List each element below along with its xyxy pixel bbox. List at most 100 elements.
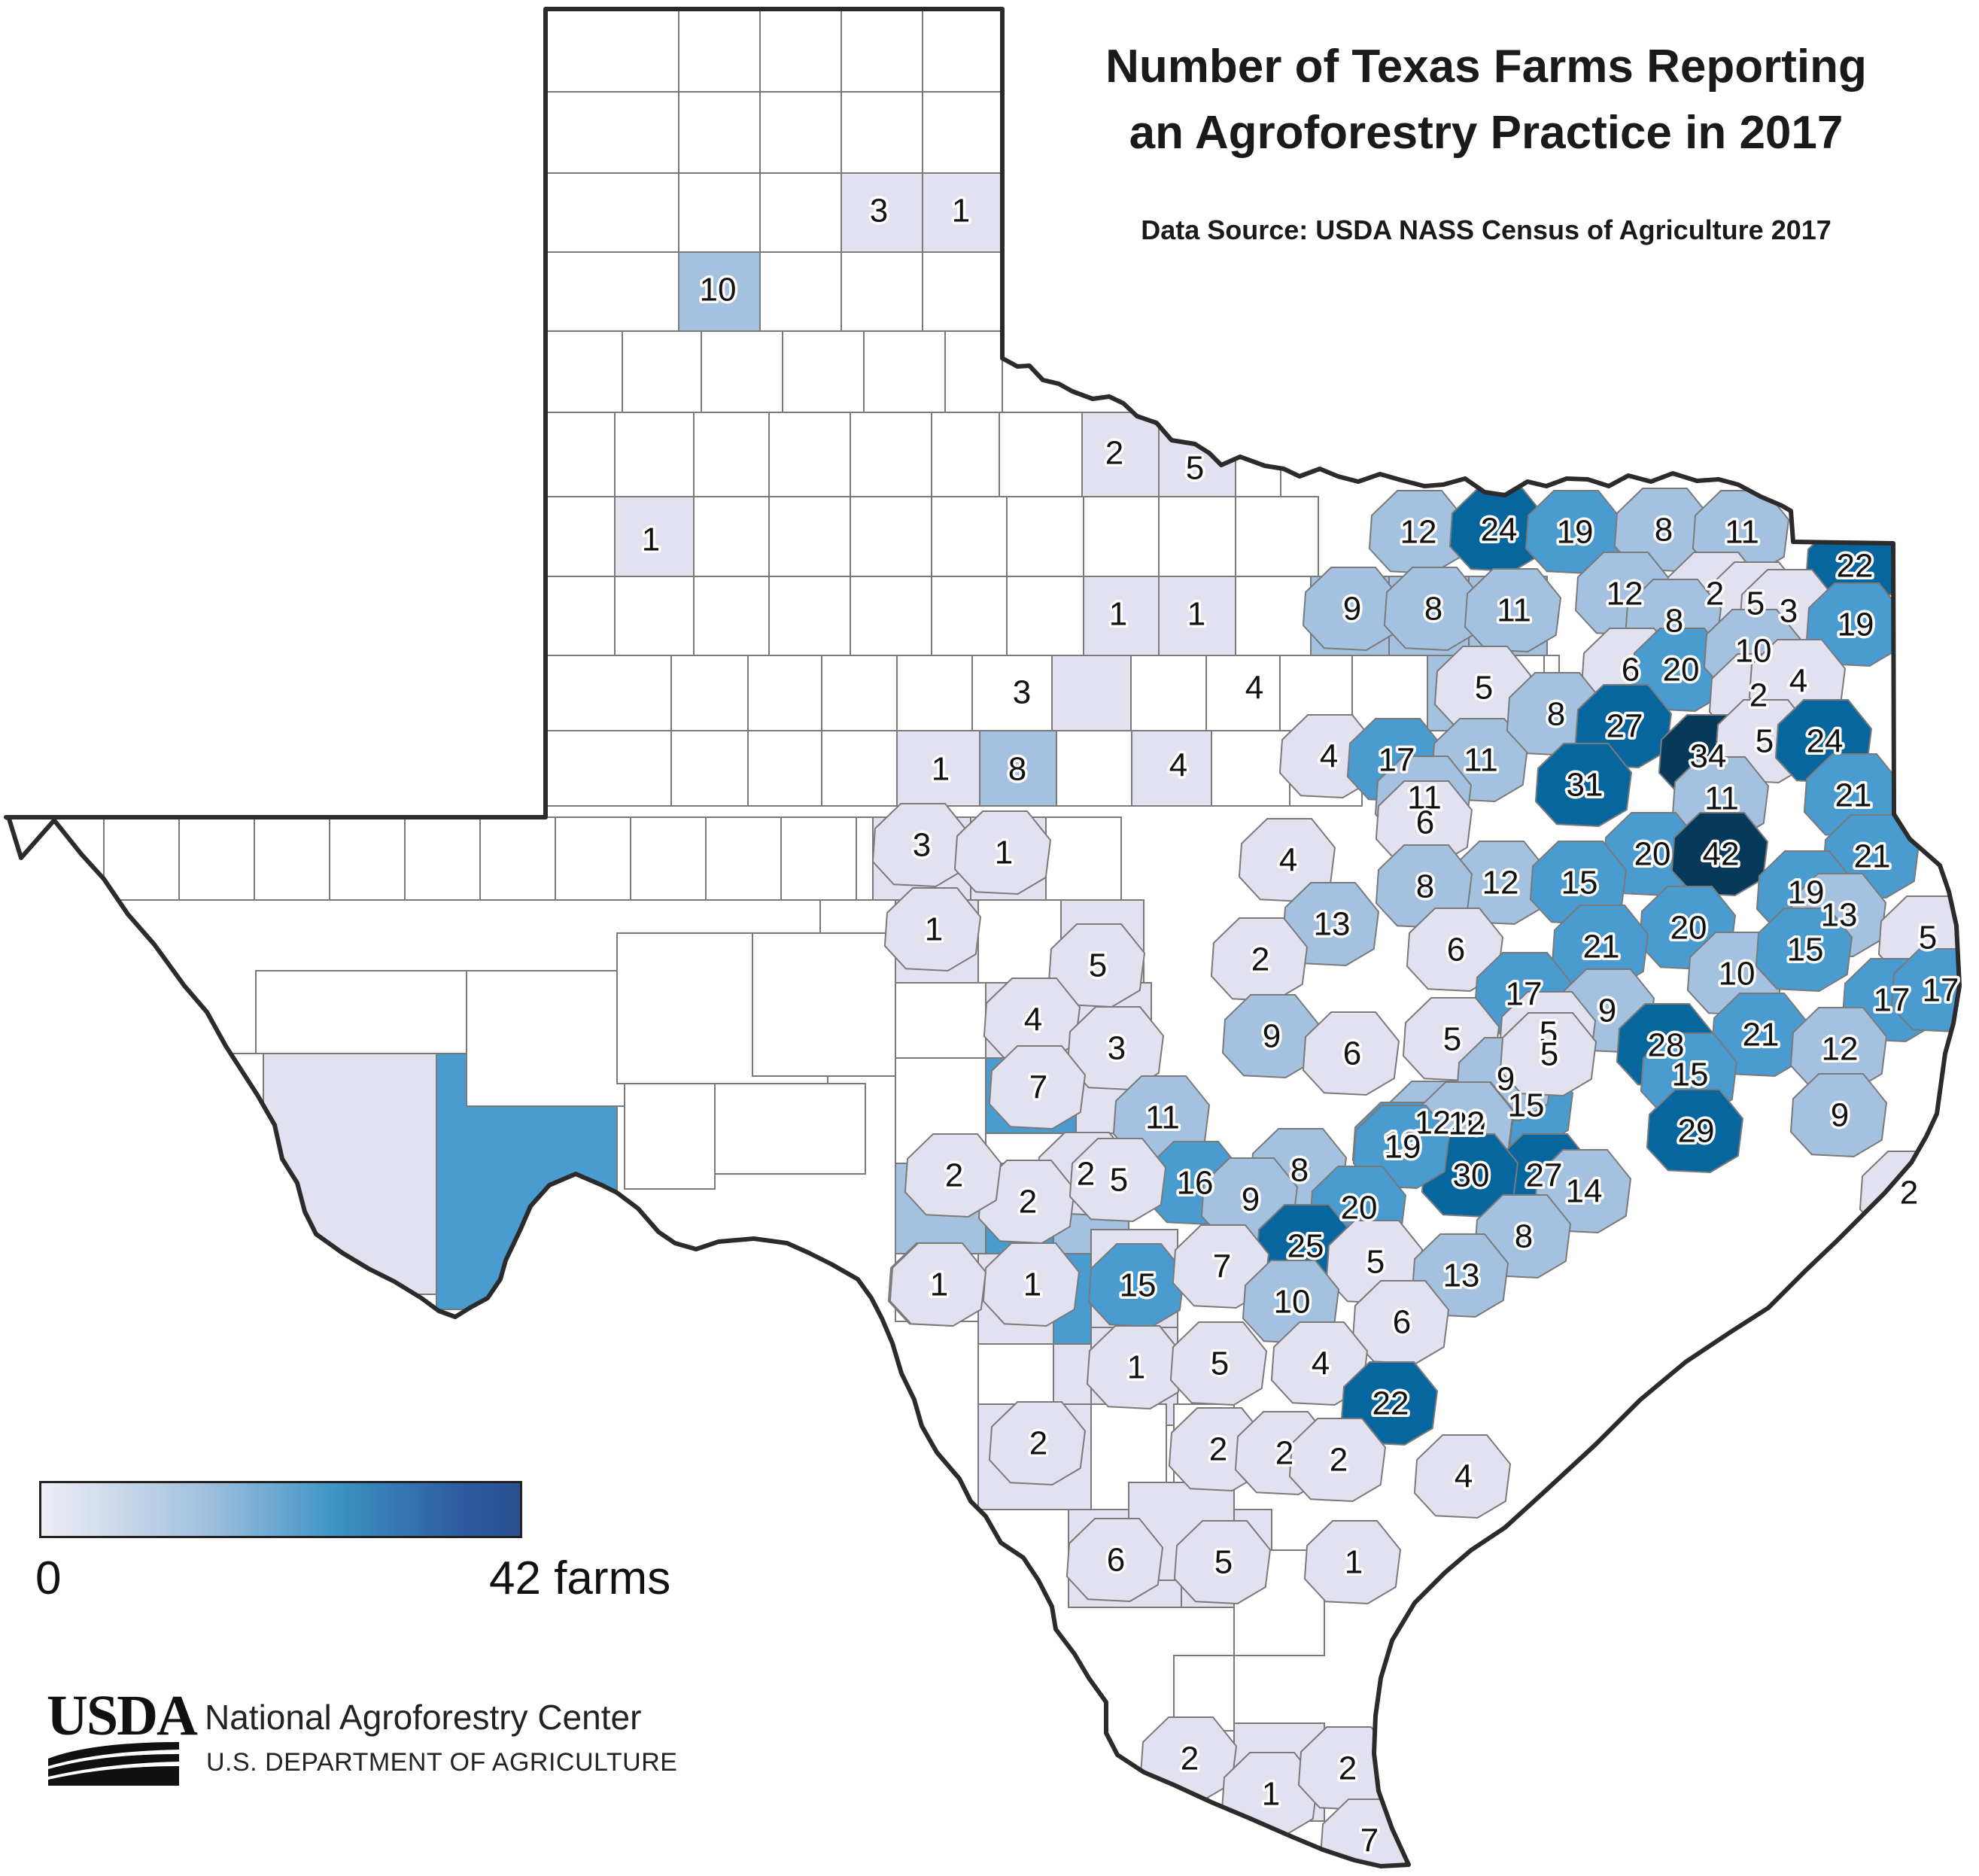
- county-value-label: 2: [1706, 576, 1724, 613]
- county-cell: [693, 412, 770, 497]
- county-cell: [693, 576, 770, 656]
- county-value-label: 4: [1169, 747, 1187, 784]
- county-value-label: 2: [1251, 941, 1269, 978]
- county-value-label: 2: [1029, 1425, 1047, 1462]
- county-region: [1169, 1321, 1268, 1406]
- county-region: [1302, 1011, 1400, 1096]
- color-legend: 0 42 farms: [35, 1481, 670, 1604]
- county-cell: [1205, 655, 1281, 731]
- county-region: [1789, 1007, 1888, 1092]
- county-cell: [931, 412, 1000, 497]
- county-value-label: 22: [1837, 548, 1874, 585]
- county-value-label: 8: [1416, 868, 1434, 905]
- county-value-label: 15: [1508, 1087, 1545, 1124]
- county-cell: [896, 655, 973, 731]
- county-value-label: 5: [1110, 1162, 1128, 1199]
- county-cell: [821, 730, 898, 807]
- county-cell: [759, 251, 842, 332]
- county-value-label: 4: [1455, 1458, 1473, 1495]
- county-cell: [841, 172, 923, 253]
- county-value-label: 3: [1013, 674, 1031, 711]
- county-region: [1464, 568, 1562, 653]
- county-value-label: 4: [1245, 670, 1263, 707]
- county-region: [1789, 1073, 1888, 1158]
- county-value-label: 10: [1735, 633, 1772, 670]
- county-value-label: 4: [1312, 1345, 1330, 1382]
- county-value-label: 19: [1788, 874, 1825, 911]
- county-cell: [546, 251, 679, 332]
- county-region: [1755, 908, 1853, 993]
- county-value-label: 4: [1024, 1002, 1042, 1038]
- county-cell: [693, 496, 770, 577]
- county-cell: [546, 730, 672, 807]
- county-region: [1890, 948, 1959, 1033]
- county-value-label: 16: [1177, 1165, 1214, 1202]
- county-region: [1303, 1520, 1402, 1605]
- legend-min-label: 0: [35, 1552, 62, 1604]
- county-value-label: 15: [1672, 1057, 1709, 1093]
- county-value-label: 22: [1373, 1385, 1409, 1422]
- county-value-label: 5: [1756, 723, 1774, 760]
- county-value-label: 1: [1345, 1544, 1363, 1581]
- county-cell: [747, 655, 822, 731]
- county-value-label: 21: [1583, 929, 1620, 965]
- county-value-label: 7: [1360, 1823, 1379, 1859]
- county-region: [982, 1242, 1081, 1327]
- county-value-label: 30: [1453, 1157, 1490, 1194]
- county-value-label: 5: [1214, 1544, 1233, 1581]
- county-cell: [1051, 655, 1132, 731]
- county-value-label: 12: [1482, 865, 1519, 902]
- county-value-label: 6: [1393, 1304, 1411, 1341]
- county-value-label: 4: [1320, 738, 1338, 775]
- county-value-label: 2: [1209, 1431, 1227, 1468]
- county-value-label: 9: [1831, 1097, 1849, 1134]
- county-value-label: 12: [1400, 514, 1437, 551]
- county-cell: [922, 251, 1003, 332]
- county-value-label: 8: [1290, 1152, 1309, 1189]
- county-value-label: 1: [952, 193, 970, 230]
- title-line-2: an Agroforestry Practice in 2017: [1129, 107, 1844, 159]
- county-cell: [931, 496, 1008, 577]
- county-region: [1413, 1434, 1512, 1519]
- county-cell: [922, 172, 1003, 253]
- data-source: Data Source: USDA NASS Census of Agricul…: [1141, 214, 1832, 245]
- county-value-label: 21: [1835, 777, 1872, 814]
- county-value-label: 13: [1443, 1257, 1480, 1294]
- county-cell: [922, 9, 1003, 93]
- county-value-label: 12: [1449, 1105, 1485, 1142]
- county-cell: [329, 816, 406, 901]
- county-cell: [546, 655, 672, 731]
- county-value-label: 12: [1607, 576, 1643, 613]
- county-cell: [841, 91, 923, 174]
- department-name: U.S. DEPARTMENT OF AGRICULTURE: [206, 1748, 678, 1777]
- usda-hills-icon: [48, 1742, 179, 1786]
- county-cell: [977, 899, 1062, 984]
- county-cell: [546, 576, 616, 656]
- county-cell: [624, 1083, 716, 1190]
- county-cell: [1006, 496, 1084, 577]
- county-value-label: 2: [1077, 1156, 1095, 1193]
- county-cell: [1235, 576, 1312, 656]
- county-value-label: 20: [1663, 652, 1700, 689]
- county-cell: [759, 91, 842, 174]
- county-value-label: 5: [1366, 1244, 1385, 1281]
- county-cell: [782, 330, 865, 413]
- county-region: [1375, 780, 1473, 865]
- county-value-label: 17: [1923, 972, 1959, 1009]
- usda-logo-text: USDA: [47, 1684, 198, 1747]
- county-value-label: 3: [1108, 1030, 1126, 1067]
- county-cell: [255, 970, 467, 1054]
- county-cell: [670, 730, 749, 807]
- county-cell: [1130, 655, 1207, 731]
- county-cell: [759, 172, 842, 253]
- county-cell: [622, 330, 702, 413]
- county-value-label: 14: [1566, 1173, 1603, 1210]
- county-value-label: 2: [1749, 677, 1768, 714]
- county-cell: [1211, 730, 1290, 807]
- county-value-label: 11: [1407, 780, 1442, 816]
- county-value-label: 31: [1567, 767, 1604, 804]
- county-cell: [999, 412, 1083, 497]
- county-value-label: 1: [932, 751, 950, 788]
- county-value-label: 5: [1211, 1345, 1229, 1382]
